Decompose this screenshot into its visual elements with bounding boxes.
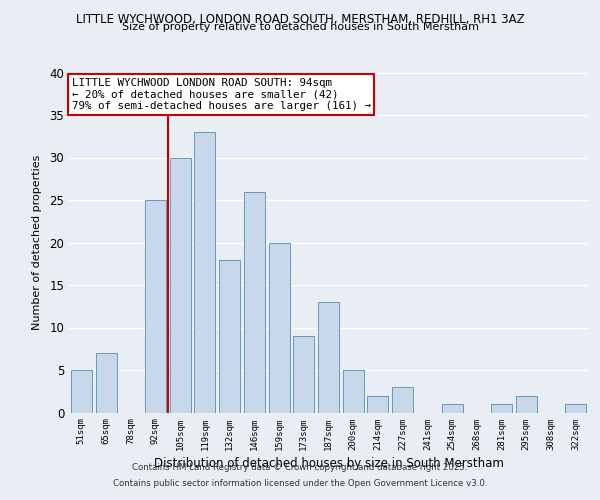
Bar (392, 387, 413, 412)
Text: LITTLE WYCHWOOD, LONDON ROAD SOUTH, MERSTHAM, REDHILL, RH1 3AZ: LITTLE WYCHWOOD, LONDON ROAD SOUTH, MERS… (76, 12, 524, 26)
Bar (565, 404, 586, 412)
Bar (219, 260, 240, 412)
Bar (269, 242, 290, 412)
Bar (491, 404, 512, 412)
Bar (318, 302, 339, 412)
Bar (516, 396, 537, 412)
Y-axis label: Number of detached properties: Number of detached properties (32, 155, 43, 330)
Bar (194, 132, 215, 412)
Bar (293, 336, 314, 412)
Bar (95, 353, 116, 412)
Bar (145, 200, 166, 412)
Bar (71, 370, 92, 412)
Text: Contains public sector information licensed under the Open Government Licence v3: Contains public sector information licen… (113, 478, 487, 488)
Bar (170, 158, 191, 412)
Text: LITTLE WYCHWOOD LONDON ROAD SOUTH: 94sqm
← 20% of detached houses are smaller (4: LITTLE WYCHWOOD LONDON ROAD SOUTH: 94sqm… (71, 78, 371, 111)
Bar (367, 396, 388, 412)
X-axis label: Distribution of detached houses by size in South Merstham: Distribution of detached houses by size … (154, 456, 503, 469)
Bar (343, 370, 364, 412)
Text: Contains HM Land Registry data © Crown copyright and database right 2025.: Contains HM Land Registry data © Crown c… (132, 464, 468, 472)
Bar (244, 192, 265, 412)
Text: Size of property relative to detached houses in South Merstham: Size of property relative to detached ho… (121, 22, 479, 32)
Bar (442, 404, 463, 412)
